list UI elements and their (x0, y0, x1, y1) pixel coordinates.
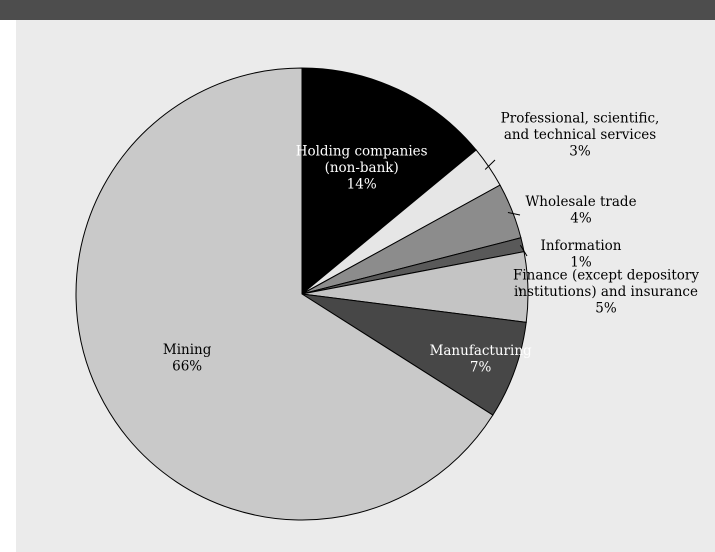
slice-percent-0: 14% (347, 177, 377, 193)
leader-line-4 (518, 287, 522, 294)
slice-percent-3: 1% (570, 254, 592, 270)
slice-label-line-5-0: Manufacturing (430, 343, 532, 359)
slice-label-line-0-1: (non-bank) (325, 160, 399, 176)
slice-label-line-4-0: Finance (except depository (513, 268, 699, 284)
slice-label-5: Manufacturing 7% (430, 343, 532, 376)
slice-label-0: Holding companies (non-bank) 14% (296, 144, 428, 193)
slice-label-line-6-0: Mining (163, 342, 212, 358)
slice-label-6: Mining 66% (163, 342, 212, 375)
pie-slice-0 (301, 67, 477, 296)
leader-line-1 (484, 159, 496, 170)
slice-label-2: Wholesale trade 4% (525, 194, 636, 227)
slice-label-line-1-0: Professional, scientific, (501, 111, 660, 127)
slice-percent-1: 3% (569, 144, 591, 160)
header-bar (0, 0, 715, 20)
slice-label-line-0-0: Holding companies (296, 144, 428, 160)
slice-label-line-1-1: and technical services (504, 127, 656, 143)
slice-label-4: Finance (except depository institutions) … (513, 268, 699, 317)
slice-percent-5: 7% (470, 360, 492, 376)
pie-slice-6 (75, 67, 494, 521)
leader-line-2 (507, 211, 521, 216)
slice-label-line-2-0: Wholesale trade (525, 194, 636, 210)
leader-line-3 (519, 244, 528, 257)
slice-percent-4: 5% (595, 301, 617, 317)
slice-label-3: Information 1% (540, 238, 621, 271)
slice-label-line-3-0: Information (540, 238, 621, 254)
slice-percent-6: 66% (172, 358, 202, 374)
slice-percent-2: 4% (570, 210, 592, 226)
slice-label-line-4-1: institutions) and insurance (514, 284, 698, 300)
slice-label-1: Professional, scientific, and technical s… (501, 111, 660, 160)
